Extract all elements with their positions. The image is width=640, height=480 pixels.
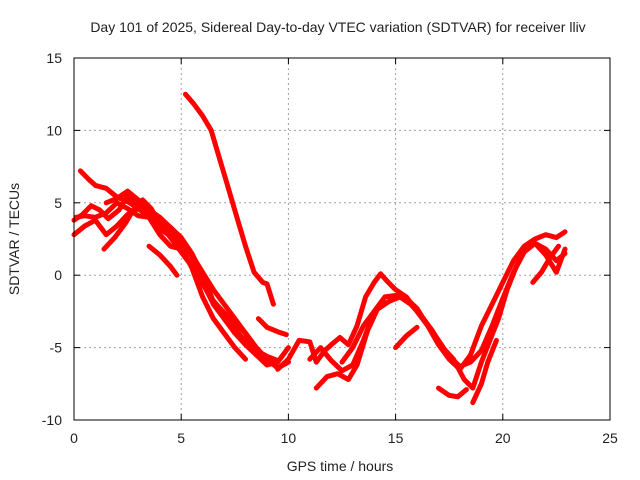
series-line-track-f (103, 188, 184, 252)
series-line-track-m (339, 294, 399, 365)
series-line-track-g (146, 243, 180, 278)
series-line-track-p (470, 337, 499, 406)
chart-title: Day 101 of 2025, Sidereal Day-to-day VTE… (90, 19, 585, 35)
x-tick-label: 25 (602, 430, 618, 446)
series-line-track-o (436, 385, 469, 400)
x-tick-label: 10 (281, 430, 297, 446)
y-tick-label: 10 (46, 122, 62, 138)
tick-marks (73, 57, 611, 421)
x-tick-labels: 0 5 10 15 20 25 (70, 430, 618, 446)
series-line-track-c (71, 193, 291, 368)
x-tick-label: 15 (388, 430, 404, 446)
series-line-track-n (393, 324, 420, 351)
y-tick-label: -10 (42, 412, 62, 428)
y-axis-label: SDTVAR / TECUs (6, 183, 22, 295)
grid (74, 58, 610, 420)
plot-frame (73, 57, 611, 421)
y-tick-label: 0 (54, 267, 62, 283)
series-line-track-e (101, 197, 291, 371)
x-tick-label: 0 (70, 430, 78, 446)
y-tick-label: -5 (50, 340, 63, 356)
y-tick-labels: -10 -5 0 5 10 15 (42, 50, 62, 428)
y-tick-label: 15 (46, 50, 62, 66)
series-layer (71, 91, 568, 406)
y-tick-label: 5 (54, 195, 62, 211)
x-axis-label: GPS time / hours (287, 458, 394, 474)
x-tick-label: 20 (495, 430, 511, 446)
series-line-track-q (530, 243, 561, 285)
series-line-track-a (77, 168, 248, 362)
series-line-track-l (313, 240, 568, 391)
series-line-track-i (255, 316, 289, 338)
series-line-track-h (183, 91, 276, 307)
x-tick-label: 5 (177, 430, 185, 446)
